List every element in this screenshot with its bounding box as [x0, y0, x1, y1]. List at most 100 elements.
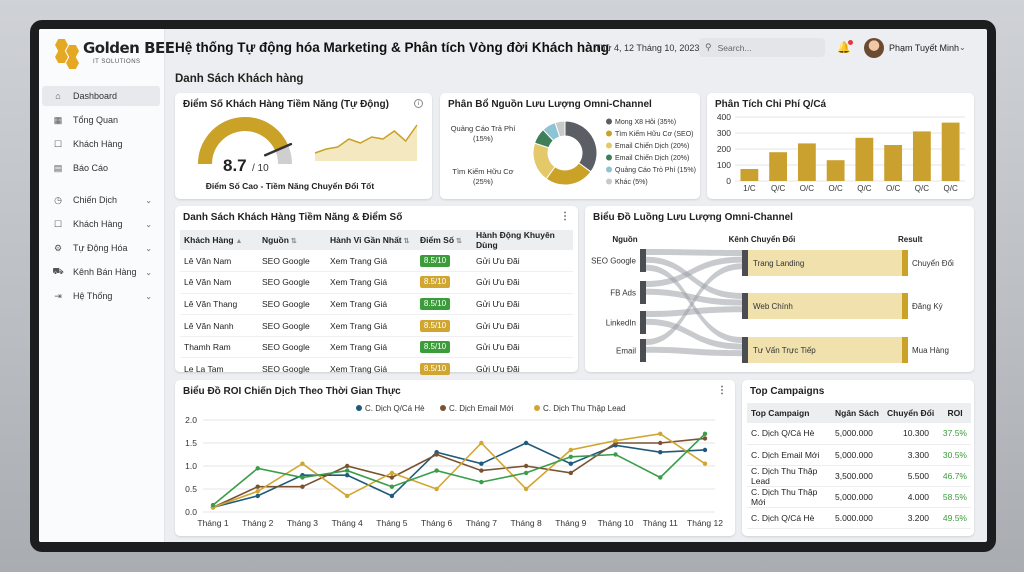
data-point[interactable]: [702, 436, 708, 441]
sort-icon[interactable]: ⇅: [454, 238, 462, 245]
cell-action[interactable]: Gửi Ưu Đãi: [472, 293, 573, 316]
table-row[interactable]: C. Dịch Q/Cá Hè 5.000.000 3.200 49.5%: [747, 507, 971, 529]
column-header[interactable]: Ngân Sách: [831, 403, 883, 423]
table-row[interactable]: Lê Văn Nanh SEO Google Xem Trang Giá 8.5/10…: [180, 314, 573, 337]
data-point[interactable]: [344, 493, 350, 499]
data-point[interactable]: [389, 484, 395, 489]
data-point[interactable]: [300, 461, 305, 466]
data-point[interactable]: [344, 468, 350, 473]
data-point[interactable]: [389, 470, 395, 476]
sidebar-item-4[interactable]: ▤ Báo Cáo: [42, 158, 160, 178]
bar[interactable]: [941, 122, 960, 181]
bar[interactable]: [797, 143, 816, 181]
table-row[interactable]: C. Dịch Q/Cá Hè 5,000.000 10.300 37.5%: [747, 423, 971, 445]
data-point[interactable]: [658, 431, 663, 436]
table-row[interactable]: C. Dịch Thu Thập Mới 5,000.000 4.000 58.5%: [747, 486, 971, 508]
cell-action[interactable]: Gửi Ưu Đãi: [472, 250, 573, 273]
data-point[interactable]: [434, 468, 439, 473]
data-point[interactable]: [479, 468, 484, 473]
data-point[interactable]: [300, 475, 305, 480]
data-point[interactable]: [658, 475, 663, 480]
data-point[interactable]: [613, 452, 618, 457]
more-options-icon[interactable]: ⋮: [717, 385, 727, 396]
sidebar-item-5[interactable]: ◷ Chiến Dịch ⌄: [42, 190, 160, 210]
sort-asc-icon[interactable]: ▲: [233, 238, 243, 245]
table-row[interactable]: Lê Văn Thang SEO Google Xem Trang Giá 8.5/1…: [180, 293, 573, 316]
data-point[interactable]: [568, 470, 574, 476]
data-point[interactable]: [702, 461, 708, 466]
sankey-node[interactable]: [640, 249, 646, 272]
column-header[interactable]: Chuyển Đổi: [883, 403, 935, 423]
data-point[interactable]: [210, 502, 216, 508]
sidebar-item-2[interactable]: ▦ Tổng Quan: [42, 110, 160, 130]
table-row[interactable]: Lê Văn Nam SEO Google Xem Trang Giá 8.5/10 G…: [180, 271, 573, 294]
bar[interactable]: [912, 131, 931, 181]
table-row[interactable]: Lê Văn Nam SEO Google Xem Trang Giá 8.5/10 G…: [180, 250, 573, 273]
data-point[interactable]: [255, 493, 260, 499]
sankey-node[interactable]: [902, 293, 908, 319]
sankey-node[interactable]: [640, 339, 646, 362]
data-point[interactable]: [658, 450, 663, 455]
column-header[interactable]: Nguồn ⇅: [258, 230, 326, 250]
cell-action[interactable]: Gửi Ưu Đãi: [472, 271, 573, 294]
data-point[interactable]: [434, 452, 439, 457]
data-point[interactable]: [523, 440, 529, 446]
bar[interactable]: [769, 152, 788, 181]
data-point[interactable]: [568, 447, 574, 453]
data-point[interactable]: [568, 454, 574, 459]
data-point[interactable]: [702, 431, 708, 436]
bar[interactable]: [884, 145, 903, 181]
chevron-down-icon[interactable]: ⌄: [145, 291, 152, 301]
sankey-node[interactable]: [902, 250, 908, 276]
sankey-node[interactable]: [640, 281, 646, 304]
column-header[interactable]: Top Campaign: [747, 403, 831, 423]
data-point[interactable]: [479, 479, 484, 485]
table-row[interactable]: C. Dịch Thu Thập Lead 3,500.000 5.500 46.7%: [747, 465, 971, 487]
chevron-down-icon[interactable]: ⌄: [959, 43, 966, 52]
column-header[interactable]: ROI: [935, 403, 971, 423]
data-point[interactable]: [479, 461, 484, 466]
cell-action[interactable]: Gửi Ưu Đãi: [472, 357, 573, 381]
legend-label[interactable]: C. Dịch Q/Cá Hè: [365, 404, 425, 413]
table-row[interactable]: Le La Tam SEO Google Xem Trang Giá 8.5/10 Gử…: [180, 357, 573, 381]
column-header[interactable]: Điểm Số ⇅: [416, 230, 472, 250]
donut-slice[interactable]: [554, 120, 566, 138]
bell-icon[interactable]: 🔔: [837, 40, 853, 54]
table-row[interactable]: Thamh Ram SEO Google Xem Trang Giá 8.5/10 Gử…: [180, 336, 573, 359]
sankey-node[interactable]: [640, 311, 646, 334]
chevron-down-icon[interactable]: ⌄: [145, 195, 152, 205]
sort-icon[interactable]: ⇅: [401, 238, 410, 245]
data-point[interactable]: [613, 438, 618, 443]
sankey-node[interactable]: [742, 337, 748, 363]
info-icon[interactable]: i: [414, 99, 423, 108]
chevron-down-icon[interactable]: ⌄: [145, 219, 152, 229]
data-point[interactable]: [568, 461, 574, 466]
data-point[interactable]: [658, 440, 663, 446]
user-name[interactable]: Phạm Tuyết Minh: [889, 43, 960, 53]
cell-action[interactable]: Gửi Ưu Đãi: [472, 336, 573, 359]
bar[interactable]: [740, 169, 759, 181]
bar[interactable]: [826, 160, 845, 181]
sidebar-item-8[interactable]: ⛟ Kênh Bán Hàng ⌄: [42, 262, 160, 282]
sidebar-item-1[interactable]: ⌂ Dashboard: [42, 86, 160, 106]
search-input[interactable]: ⚲ Search...: [699, 38, 825, 57]
data-point[interactable]: [702, 447, 708, 453]
data-point[interactable]: [255, 489, 260, 494]
data-point[interactable]: [523, 470, 529, 476]
legend-label[interactable]: C. Dịch Email Mới: [449, 404, 514, 413]
sankey-node[interactable]: [742, 250, 748, 276]
chevron-down-icon[interactable]: ⌄: [145, 243, 152, 253]
data-point[interactable]: [389, 475, 395, 480]
bar[interactable]: [855, 137, 874, 181]
sankey-node[interactable]: [902, 337, 908, 363]
chevron-down-icon[interactable]: ⌄: [145, 267, 152, 277]
sankey-node[interactable]: [742, 293, 748, 319]
sidebar-item-3[interactable]: ☐ Khách Hàng: [42, 134, 160, 154]
column-header[interactable]: Khách Hàng ▲: [180, 230, 258, 250]
sort-icon[interactable]: ⇅: [288, 238, 297, 245]
sidebar-item-7[interactable]: ⚙ Tự Động Hóa ⌄: [42, 238, 160, 258]
data-point[interactable]: [434, 486, 439, 492]
data-point[interactable]: [523, 486, 529, 492]
data-point[interactable]: [255, 466, 260, 471]
data-point[interactable]: [255, 484, 260, 489]
